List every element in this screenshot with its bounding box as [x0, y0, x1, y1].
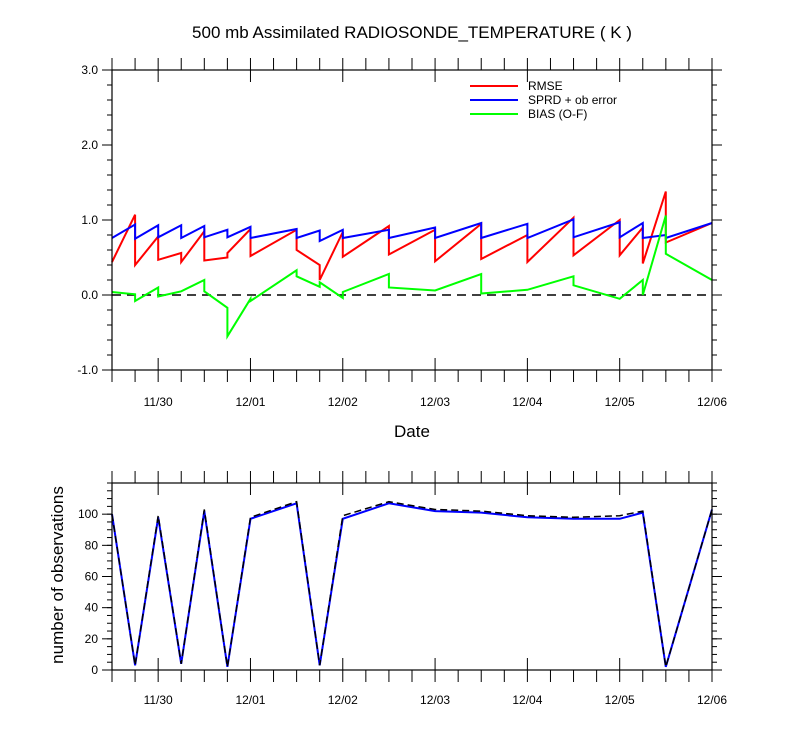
- chart-title: 500 mb Assimilated RADIOSONDE_TEMPERATUR…: [192, 23, 632, 42]
- x-tick-label: 12/06: [697, 693, 727, 707]
- x-tick-label: 12/01: [235, 395, 265, 409]
- legend-label-0: RMSE: [528, 79, 563, 93]
- series-line-1: [111, 217, 713, 243]
- x-tick-label: 12/04: [512, 395, 542, 409]
- y-tick-label: -1.0: [77, 363, 98, 377]
- x-tick-label: 12/01: [235, 693, 265, 707]
- plot-frame: [111, 482, 713, 671]
- x-tick-label: 11/30: [144, 693, 173, 707]
- y-tick-label: 3.0: [81, 63, 98, 77]
- x-tick-label: 12/03: [420, 693, 450, 707]
- y-tick-label: 100: [78, 507, 98, 521]
- legend-label-2: BIAS (O-F): [528, 107, 587, 121]
- y-tick-label: 2.0: [81, 138, 98, 152]
- bottom-panel: 11/30 12/01 12/02 12/03 12/04 12/05 12/06 100 80…: [78, 471, 727, 707]
- y-tick-label: 40: [85, 601, 99, 615]
- plot-frame: [111, 69, 713, 371]
- x-tick-label: 12/05: [605, 395, 635, 409]
- y-tick-label: 0: [91, 663, 98, 677]
- series-line-1: [111, 500, 713, 668]
- y-tick-label: 1.0: [81, 213, 98, 227]
- y-tick-label: 20: [85, 632, 99, 646]
- series-line-2: [111, 215, 713, 340]
- x-axis-label: Date: [394, 422, 430, 441]
- y-tick-label: 80: [85, 538, 99, 552]
- y-axis-label-observations: number of observations: [48, 486, 67, 664]
- x-tick-label: 12/05: [605, 693, 635, 707]
- x-tick-label: 12/03: [420, 395, 450, 409]
- top-panel: 11/30 12/01 12/02 12/03 12/04 12/05 12/06 3.0 2.…: [77, 58, 727, 409]
- y-tick-label: 60: [85, 570, 99, 584]
- legend-label-1: SPRD + ob error: [528, 93, 617, 107]
- x-tick-label: 12/02: [328, 693, 358, 707]
- y-tick-label: 0.0: [81, 288, 98, 302]
- x-tick-label: 12/04: [512, 693, 542, 707]
- x-tick-label: 12/02: [328, 395, 358, 409]
- series-line-0: [111, 501, 713, 668]
- x-tick-label: 12/06: [697, 395, 727, 409]
- x-tick-label: 11/30: [144, 395, 173, 409]
